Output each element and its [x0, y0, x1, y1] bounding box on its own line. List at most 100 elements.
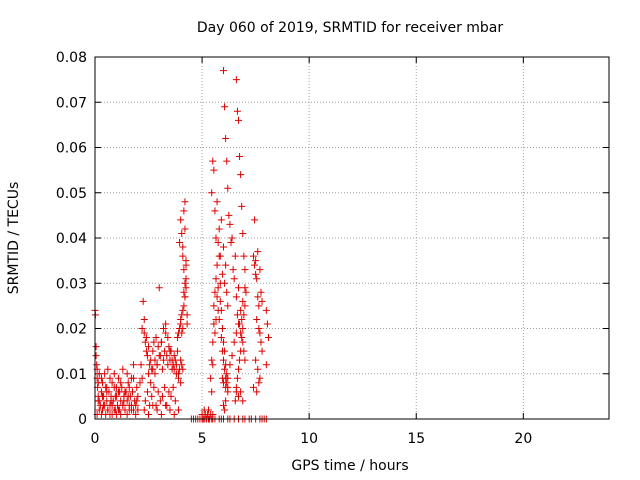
data-point: [115, 406, 123, 414]
data-point: [151, 370, 159, 378]
data-point: [137, 361, 145, 369]
data-point: [170, 365, 178, 373]
data-point: [241, 284, 249, 292]
data-point: [138, 325, 146, 332]
data-point: [237, 171, 245, 179]
data-point: [148, 392, 156, 400]
data-point: [216, 252, 224, 260]
data-point: [217, 306, 225, 314]
data-point: [232, 383, 240, 391]
data-points: [91, 67, 272, 423]
data-point: [256, 329, 264, 337]
data-point: [123, 370, 131, 378]
data-point: [134, 406, 142, 414]
data-point: [208, 189, 216, 197]
data-point: [256, 374, 264, 382]
data-point: [125, 383, 133, 391]
data-point: [237, 388, 245, 396]
data-point: [234, 284, 242, 292]
data-point: [252, 257, 260, 265]
data-point: [106, 410, 114, 418]
x-tick-label: 10: [300, 431, 318, 447]
data-point: [183, 320, 191, 328]
data-point: [242, 288, 250, 296]
data-point: [179, 252, 187, 260]
data-point: [215, 315, 223, 323]
data-point: [149, 365, 157, 373]
data-point: [165, 343, 173, 351]
data-point: [223, 288, 231, 296]
data-point: [117, 410, 125, 418]
data-point: [146, 361, 154, 369]
data-point: [241, 266, 249, 274]
data-point: [251, 261, 259, 269]
x-tick-label: 0: [91, 431, 100, 447]
data-point: [127, 401, 135, 409]
data-point: [255, 379, 263, 387]
data-point: [101, 370, 109, 378]
data-point: [213, 198, 221, 206]
data-point: [239, 325, 247, 332]
data-point: [150, 383, 158, 391]
data-point: [238, 315, 246, 323]
data-point: [166, 347, 174, 355]
data-point: [177, 216, 185, 224]
y-tick-label: 0: [78, 412, 87, 428]
data-point: [210, 320, 218, 328]
data-point: [226, 220, 234, 228]
data-point: [162, 320, 170, 328]
data-point: [182, 284, 190, 292]
y-tick-label: 0.02: [56, 322, 87, 338]
chart-title: Day 060 of 2019, SRMTID for receiver mba…: [197, 20, 504, 36]
data-point: [211, 207, 219, 215]
data-point: [231, 397, 239, 405]
data-point: [178, 361, 186, 369]
data-point: [263, 320, 271, 328]
data-point: [258, 347, 266, 355]
data-point: [119, 365, 127, 373]
data-point: [112, 383, 120, 391]
data-point: [145, 343, 153, 351]
data-point: [136, 379, 144, 387]
data-point: [224, 184, 232, 192]
data-point: [222, 383, 230, 391]
data-point: [92, 343, 100, 351]
data-point: [212, 275, 220, 283]
data-point: [140, 329, 148, 337]
data-point: [223, 370, 231, 378]
y-tick-label: 0.05: [56, 186, 87, 202]
data-point: [149, 401, 157, 409]
data-point: [239, 397, 247, 405]
y-axis-label: SRMTID / TECUs: [6, 182, 22, 295]
data-point: [153, 361, 161, 369]
data-point: [251, 216, 259, 224]
data-point: [249, 383, 257, 391]
data-point: [180, 288, 188, 296]
data-point: [230, 338, 238, 346]
data-point: [213, 261, 221, 269]
y-tick-label: 0.06: [56, 141, 87, 157]
data-point: [181, 225, 189, 233]
data-point: [140, 406, 148, 414]
data-point: [180, 302, 188, 310]
data-point: [160, 356, 168, 364]
data-point: [104, 406, 112, 414]
data-point: [208, 356, 216, 364]
data-point: [224, 302, 232, 310]
data-point: [232, 76, 240, 84]
data-point: [120, 397, 128, 405]
data-point: [229, 266, 237, 274]
data-point: [209, 410, 217, 418]
data-point: [182, 257, 190, 265]
x-tick-label: 15: [407, 431, 425, 447]
data-point: [152, 334, 160, 342]
data-point: [123, 410, 131, 418]
data-point: [257, 338, 265, 346]
x-axis-label: GPS time / hours: [291, 458, 408, 474]
data-point: [214, 239, 222, 247]
plot-frame: [94, 56, 610, 420]
data-point: [147, 356, 155, 364]
data-point: [254, 365, 262, 373]
data-point: [214, 284, 222, 292]
